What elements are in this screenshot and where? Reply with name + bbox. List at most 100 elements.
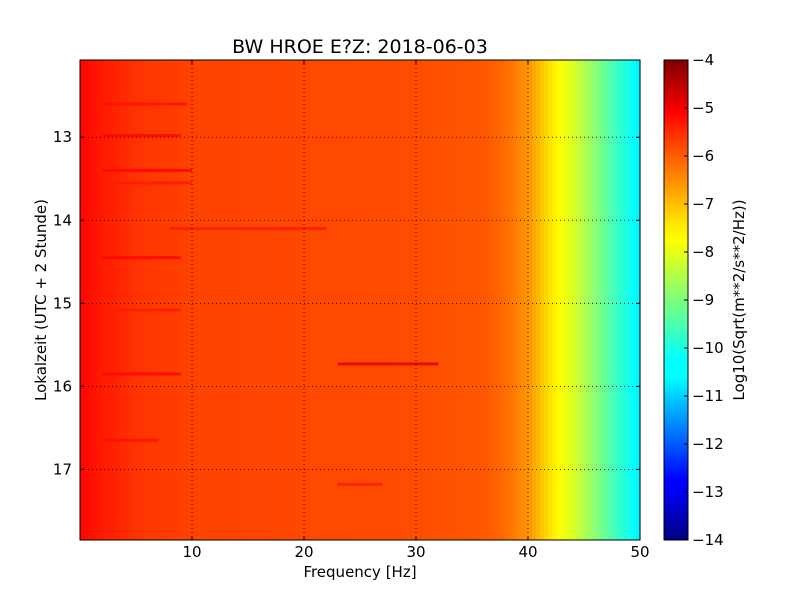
heatmap-column bbox=[308, 60, 313, 540]
heatmap-column bbox=[600, 60, 605, 540]
heatmap-column bbox=[120, 60, 125, 540]
colorbar: −4 −5 −6 −7 −8 −9 −10 −11 −12 −13 −14 Log10(Sqrt(m… bbox=[663, 51, 748, 549]
heatmap-column bbox=[224, 60, 229, 540]
y-tick-label: 17 bbox=[53, 460, 72, 478]
heatmap-column bbox=[624, 60, 629, 540]
heatmap-column bbox=[480, 60, 485, 540]
heatmap-column bbox=[436, 60, 441, 540]
heatmap-column bbox=[456, 60, 461, 540]
heatmap-column bbox=[136, 60, 141, 540]
heatmap-column bbox=[364, 60, 369, 540]
heatmap-streak bbox=[102, 438, 159, 442]
colorbar-tick-label: −4 bbox=[692, 51, 714, 69]
heatmap-column bbox=[384, 60, 389, 540]
heatmap-column bbox=[216, 60, 221, 540]
heatmap-column bbox=[396, 60, 401, 540]
x-tick-label: 10 bbox=[182, 543, 201, 561]
heatmap-column bbox=[296, 60, 301, 540]
heatmap-streak bbox=[102, 256, 181, 260]
x-tick-label: 30 bbox=[406, 543, 425, 561]
colorbar-tick-label: −13 bbox=[692, 483, 724, 501]
heatmap-column bbox=[628, 60, 633, 540]
heatmap-column bbox=[172, 60, 177, 540]
heatmap-column bbox=[80, 60, 85, 540]
y-axis-label: Lokalzeit (UTC + 2 Stunde) bbox=[32, 199, 50, 401]
heatmap-column bbox=[604, 60, 609, 540]
heatmap-column bbox=[92, 60, 97, 540]
heatmap-column bbox=[488, 60, 493, 540]
heatmap-column bbox=[128, 60, 133, 540]
heatmap-column bbox=[424, 60, 429, 540]
heatmap-column bbox=[344, 60, 349, 540]
heatmap-column bbox=[336, 60, 341, 540]
heatmap-column bbox=[612, 60, 617, 540]
heatmap-column bbox=[528, 60, 533, 540]
heatmap-column bbox=[88, 60, 93, 540]
heatmap-column bbox=[636, 60, 641, 540]
colorbar-tick-label: −6 bbox=[692, 147, 714, 165]
heatmap-column bbox=[188, 60, 193, 540]
heatmap-column bbox=[388, 60, 393, 540]
heatmap-column bbox=[316, 60, 321, 540]
heatmap-column bbox=[144, 60, 149, 540]
heatmap-column bbox=[348, 60, 353, 540]
heatmap-column bbox=[208, 60, 213, 540]
heatmap-column bbox=[448, 60, 453, 540]
heatmap-column bbox=[132, 60, 137, 540]
heatmap-column bbox=[560, 60, 565, 540]
heatmap-column bbox=[108, 60, 113, 540]
heatmap-column bbox=[404, 60, 409, 540]
heatmap-streak bbox=[102, 102, 187, 106]
heatmap-column bbox=[272, 60, 277, 540]
heatmap-column bbox=[500, 60, 505, 540]
heatmap-column bbox=[504, 60, 509, 540]
heatmap-column bbox=[332, 60, 337, 540]
heatmap-column bbox=[496, 60, 501, 540]
heatmap-column bbox=[556, 60, 561, 540]
heatmap-column bbox=[476, 60, 481, 540]
heatmap-column bbox=[192, 60, 197, 540]
heatmap-column bbox=[492, 60, 497, 540]
heatmap-column bbox=[564, 60, 569, 540]
heatmap-column bbox=[420, 60, 425, 540]
y-axis-ticks: 13 14 15 16 17 bbox=[53, 128, 640, 478]
heatmap-column bbox=[588, 60, 593, 540]
heatmap-column bbox=[104, 60, 109, 540]
heatmap-column bbox=[620, 60, 625, 540]
heatmap-column bbox=[112, 60, 117, 540]
heatmap-column bbox=[300, 60, 305, 540]
y-tick-label: 15 bbox=[53, 294, 72, 312]
colorbar-tick-label: −10 bbox=[692, 339, 724, 357]
heatmap-column bbox=[596, 60, 601, 540]
colorbar-tick-label: −14 bbox=[692, 531, 724, 549]
heatmap-column bbox=[180, 60, 185, 540]
heatmap-column bbox=[204, 60, 209, 540]
heatmap-column bbox=[264, 60, 269, 540]
x-tick-label: 20 bbox=[294, 543, 313, 561]
heatmap-column bbox=[548, 60, 553, 540]
heatmap-column bbox=[304, 60, 309, 540]
heatmap-column bbox=[536, 60, 541, 540]
heatmap-column bbox=[312, 60, 317, 540]
heatmap-column bbox=[428, 60, 433, 540]
heatmap-streak bbox=[102, 134, 181, 138]
colorbar-tick-label: −5 bbox=[692, 99, 714, 117]
x-axis-ticks: 10 20 30 40 50 bbox=[182, 60, 650, 561]
heatmap-column bbox=[452, 60, 457, 540]
heatmap-column bbox=[408, 60, 413, 540]
grid-lines bbox=[80, 60, 640, 540]
heatmap-column bbox=[232, 60, 237, 540]
heatmap-column bbox=[124, 60, 129, 540]
heatmap-column bbox=[140, 60, 145, 540]
heatmap-column bbox=[240, 60, 245, 540]
y-tick-label: 16 bbox=[53, 377, 72, 395]
heatmap-column bbox=[580, 60, 585, 540]
heatmap-column bbox=[372, 60, 377, 540]
heatmap-column bbox=[320, 60, 325, 540]
heatmap-column bbox=[360, 60, 365, 540]
heatmap-column bbox=[268, 60, 273, 540]
heatmap-column bbox=[256, 60, 261, 540]
heatmap-column bbox=[376, 60, 381, 540]
heatmap-column bbox=[96, 60, 101, 540]
heatmap-column bbox=[284, 60, 289, 540]
